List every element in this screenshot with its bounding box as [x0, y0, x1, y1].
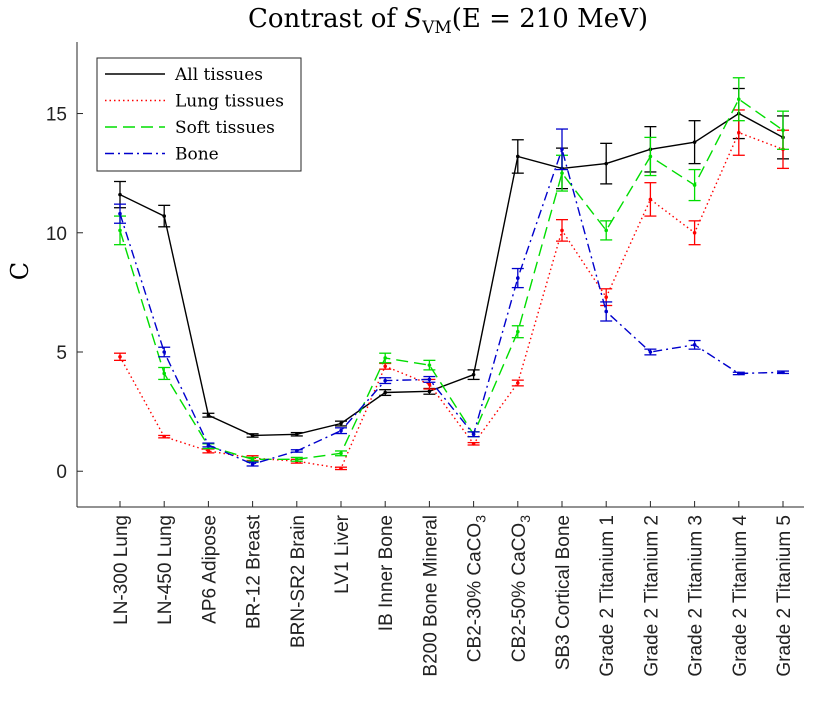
data-point: [648, 154, 653, 159]
data-point: [692, 140, 697, 144]
series-soft-tissues: [114, 77, 789, 462]
data-point: [560, 171, 564, 175]
x-tick-label: SB3 Cortical Bone: [553, 515, 574, 670]
series-bone: [114, 128, 789, 467]
x-tick-label: CB2-30% CaCO3: [465, 515, 489, 662]
legend-box: [96, 57, 302, 172]
data-point: [339, 451, 343, 456]
data-point: [427, 389, 432, 394]
data-point: [604, 309, 608, 314]
x-tick-label: LN-300 Lung: [111, 515, 132, 625]
data-point: [648, 350, 653, 354]
x-tick-label: BR-12 Breast: [244, 514, 265, 629]
data-point: [560, 147, 564, 152]
data-point: [471, 372, 476, 377]
data-point: [427, 363, 432, 367]
data-point: [560, 228, 564, 233]
data-point: [692, 230, 697, 235]
chart-title-subscript: VM: [421, 18, 452, 38]
data-point: [162, 350, 166, 354]
x-tick-label: Grade 2 Titanium 1: [597, 515, 618, 677]
data-point: [737, 371, 741, 376]
data-point: [604, 161, 608, 166]
data-point: [516, 154, 520, 159]
legend: All tissues Lung tissues Soft tissues Bone: [96, 57, 302, 172]
data-point: [471, 432, 476, 437]
data-point: [206, 413, 211, 417]
series-line: [119, 146, 784, 465]
data-point: [471, 442, 476, 446]
series-line: [119, 98, 784, 460]
x-tick-label: BRN-SR2 Brain: [288, 515, 309, 648]
x-tick-label: Grade 2 Titanium 4: [730, 515, 751, 677]
chart-title-suffix: (E = 210 MeV): [452, 4, 648, 34]
data-point: [118, 228, 122, 233]
data-point: [162, 371, 166, 376]
data-point: [206, 449, 211, 453]
data-point: [781, 128, 785, 133]
x-tick-label: Grade 2 Titanium 2: [641, 515, 662, 677]
data-point: [604, 295, 608, 299]
legend-label-1: All tissues: [174, 65, 263, 85]
data-point: [118, 354, 122, 359]
data-point: [516, 381, 520, 385]
data-point: [427, 382, 432, 386]
data-point: [604, 228, 608, 233]
data-point: [339, 428, 343, 433]
x-tick-label: B200 Bone Mineral: [420, 515, 441, 677]
data-point: [383, 378, 388, 383]
data-point: [118, 211, 122, 216]
chart-title-prefix: Contrast of: [248, 4, 404, 34]
data-point: [339, 466, 343, 471]
legend-label-2: Lung tissues: [175, 92, 284, 112]
data-point: [427, 377, 432, 382]
data-point: [737, 130, 741, 135]
data-point: [295, 457, 299, 462]
y-tick-label: 5: [56, 343, 67, 364]
x-tick-label: LN-450 Lung: [155, 515, 176, 625]
legend-label-4: Bone: [175, 145, 219, 165]
series-line: [119, 112, 784, 437]
x-tick-label: LV1 Liver: [332, 514, 353, 594]
x-tick-label: Grade 2 Titanium 3: [686, 515, 707, 677]
series-line: [119, 131, 784, 470]
data-point: [118, 192, 122, 197]
data-point: [516, 329, 520, 334]
chart-title: Contrast of SVM(E = 210 MeV): [248, 4, 648, 38]
y-tick-label: 10: [46, 224, 67, 245]
x-tick-label: IB Inner Bone: [376, 515, 397, 631]
x-tick-label: CB2-50% CaCO3: [509, 515, 533, 662]
x-tick-label: AP6 Adipose: [199, 515, 220, 624]
data-point: [250, 433, 255, 438]
data-point: [692, 343, 697, 347]
data-point: [250, 457, 255, 462]
data-point: [295, 449, 299, 453]
data-point: [648, 197, 653, 202]
data-point: [162, 434, 166, 439]
y-tick-label: 0: [56, 462, 67, 483]
data-point: [162, 214, 166, 218]
data-point: [250, 462, 255, 466]
data-point: [383, 356, 388, 360]
data-point: [516, 276, 520, 280]
data-point: [339, 421, 343, 426]
data-point: [383, 390, 388, 395]
x-tick-subscript: 3: [473, 515, 489, 523]
data-point: [692, 183, 697, 187]
data-point: [383, 364, 388, 369]
x-tick-label: Grade 2 Titanium 5: [774, 515, 795, 677]
chart-title-symbol: S: [404, 4, 422, 34]
y-tick-label: 15: [46, 105, 67, 126]
data-point: [295, 432, 299, 437]
data-point: [781, 370, 785, 375]
plot-area: 0 5 10 15 LN-300 Lung LN-450 Lung AP6 Adipose B…: [46, 42, 804, 677]
x-tick-subscript: 3: [517, 515, 533, 523]
y-axis-label: C: [6, 262, 34, 280]
data-point: [206, 443, 211, 447]
data-point: [737, 97, 741, 102]
legend-label-3: Soft tissues: [175, 118, 275, 138]
